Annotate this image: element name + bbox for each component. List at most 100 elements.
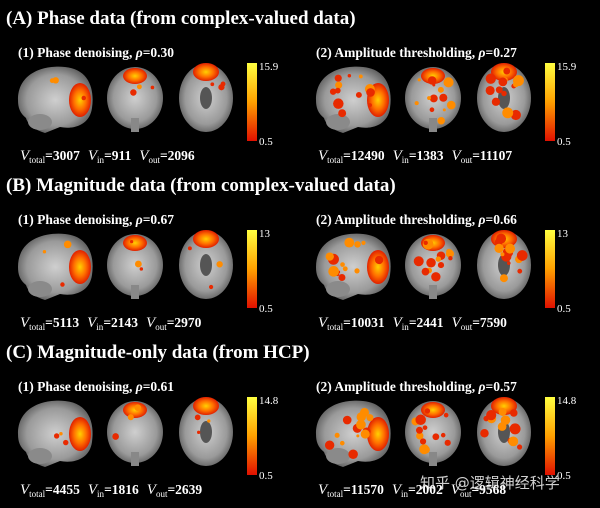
activation <box>52 77 59 84</box>
stat-symbol: V <box>452 148 463 164</box>
stat-symbol: V <box>20 482 31 498</box>
cerebellum <box>326 448 350 464</box>
stat-value: =2639 <box>167 482 202 497</box>
brainstem <box>131 452 139 466</box>
activation <box>216 261 223 268</box>
activation <box>446 248 452 255</box>
activation <box>208 284 214 290</box>
activation <box>335 81 343 89</box>
stat-value: =2096 <box>160 148 195 163</box>
stat-subscript: total <box>29 155 45 165</box>
stat: Vtotal=12490 <box>318 148 385 165</box>
rho-symbol: ρ <box>478 379 486 394</box>
rho-symbol: ρ <box>478 45 486 60</box>
stat-value: =7590 <box>472 315 507 330</box>
stat-value: =1383 <box>409 148 444 163</box>
activation <box>329 88 337 95</box>
activation <box>448 256 453 261</box>
activation <box>510 409 518 417</box>
stat-subscript: in <box>97 155 105 165</box>
activation <box>69 417 91 451</box>
stat-symbol: V <box>393 148 404 164</box>
activation <box>220 81 226 87</box>
activation <box>356 434 360 438</box>
stat-value: =10031 <box>343 315 385 330</box>
panel: (2) Amplitude thresholding, ρ=0.66 13 0.5 V… <box>316 212 571 332</box>
cerebellum <box>28 448 52 464</box>
activation <box>517 268 523 274</box>
activation <box>112 433 119 440</box>
activation <box>338 274 346 281</box>
activation <box>415 414 426 426</box>
activation <box>193 397 219 415</box>
rho-value: =0.67 <box>143 212 175 227</box>
activation <box>63 439 69 446</box>
colorbar-max: 13 <box>259 228 271 240</box>
panel: (1) Phase denoising, ρ=0.30 15.9 0.5 Vtotal… <box>18 45 279 165</box>
rho-symbol: ρ <box>135 212 143 227</box>
ventricle <box>200 421 212 443</box>
stat-subscript: in <box>96 322 104 332</box>
activation <box>443 412 449 418</box>
rho-value: =0.61 <box>143 379 175 394</box>
activation <box>334 87 341 94</box>
panel-title-text: (1) Phase denoising, <box>18 379 136 394</box>
stat-subscript: in <box>401 489 409 499</box>
activation <box>60 282 65 287</box>
activation <box>139 267 144 271</box>
activation <box>506 261 511 265</box>
activation <box>361 240 366 245</box>
activation <box>505 243 516 254</box>
stat-symbol: V <box>318 482 329 498</box>
activation <box>424 408 431 414</box>
stat-value: =2002 <box>408 482 443 497</box>
activation <box>334 74 342 82</box>
activation <box>516 250 528 261</box>
brainstem <box>131 118 139 132</box>
stat: Vout=2970 <box>146 315 202 332</box>
activation <box>439 93 448 102</box>
stat-value: =911 <box>104 148 131 163</box>
colorbar-max: 14.8 <box>557 395 577 407</box>
activation <box>442 108 446 112</box>
activation <box>325 252 334 261</box>
stat-symbol: V <box>20 315 31 331</box>
activation <box>356 412 366 422</box>
activation <box>366 414 374 422</box>
stat: Vin=2002 <box>392 482 443 499</box>
stat: Vout=7590 <box>452 315 508 332</box>
stat-symbol: V <box>139 148 150 164</box>
colorbar-min: 0.5 <box>259 303 273 315</box>
stat-subscript: out <box>148 155 160 165</box>
rho-symbol: ρ <box>135 45 143 60</box>
activation <box>429 107 435 113</box>
activation <box>413 256 424 267</box>
cerebellum <box>326 281 350 297</box>
activation <box>344 237 355 248</box>
stat: Vtotal=4455 <box>20 482 80 499</box>
panel-title: (1) Phase denoising, ρ=0.30 <box>18 45 174 60</box>
activation <box>502 107 514 119</box>
activation <box>194 414 201 421</box>
panel-title: (1) Phase denoising, ρ=0.61 <box>18 379 174 394</box>
activation <box>366 88 375 97</box>
cerebellum <box>28 281 52 297</box>
activation <box>419 438 427 445</box>
activation <box>483 415 489 422</box>
stat-symbol: V <box>318 315 329 331</box>
activation <box>187 246 192 251</box>
activation <box>495 86 503 94</box>
section-title: (B) Magnitude data (from complex-valued … <box>6 175 396 196</box>
stat-value: =5113 <box>45 315 79 330</box>
activation <box>503 67 511 75</box>
activation <box>354 241 361 248</box>
activation <box>508 436 519 447</box>
activation <box>338 109 347 118</box>
stat-subscript: out <box>461 322 473 332</box>
activation <box>193 230 219 248</box>
cerebellum <box>326 114 350 130</box>
activation <box>437 261 445 269</box>
stat-symbol: V <box>451 482 462 498</box>
colorbar <box>247 63 257 141</box>
colorbar-min: 0.5 <box>259 136 273 148</box>
